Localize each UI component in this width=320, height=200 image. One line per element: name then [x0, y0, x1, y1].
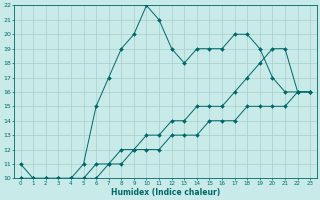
X-axis label: Humidex (Indice chaleur): Humidex (Indice chaleur) [111, 188, 220, 197]
